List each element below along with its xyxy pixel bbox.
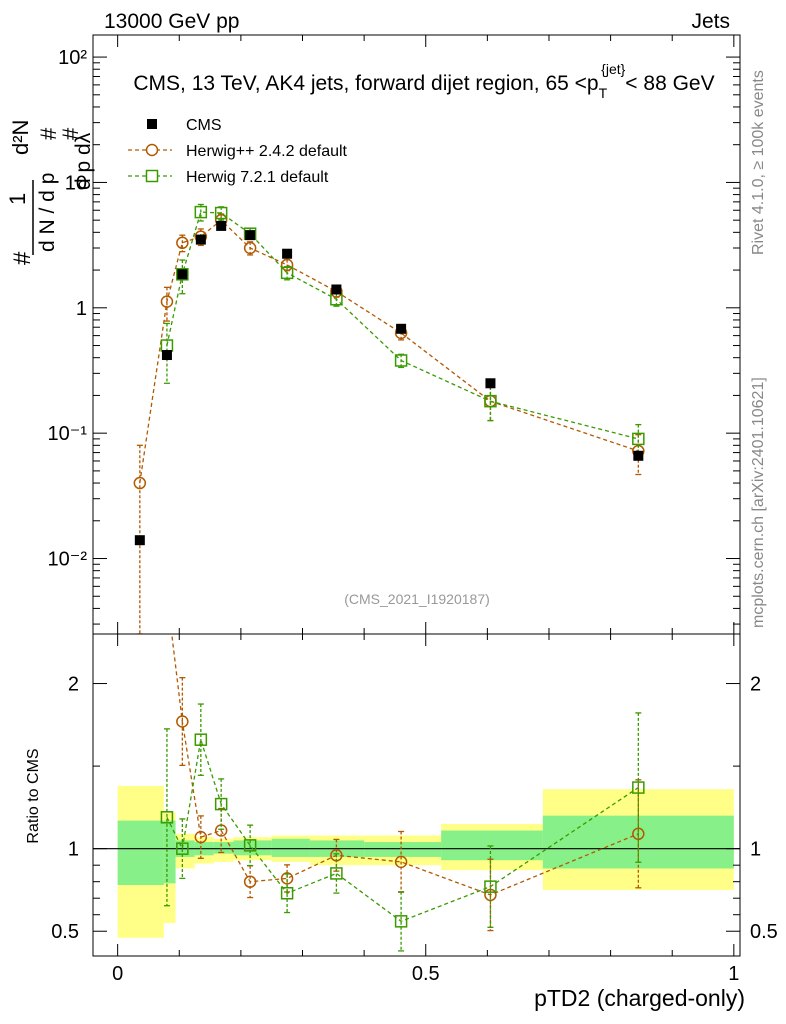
herwigpp-point (133, 476, 147, 490)
main-series-layer (133, 203, 645, 635)
y-axis-label-main: # 1 d N / d p d p dλ d²N # # (5, 120, 95, 265)
cms-point (134, 535, 145, 546)
y-tick-label: 10² (58, 47, 87, 69)
ylabel-den: d N / d p (36, 173, 59, 252)
herwig7-point (176, 842, 189, 855)
herwigpp-point (280, 258, 294, 272)
ylabel-ratio: Ratio to CMS (25, 748, 42, 843)
cms-point (633, 450, 644, 461)
legend: CMS Herwig++ 2.4.2 default Herwig 7.2.1 de… (128, 117, 348, 186)
main-panel: 10⁻² 10⁻¹ 1 10 10² CMS Herwig++ 2.4.2 default… (48, 34, 741, 635)
herwig7-point (484, 394, 497, 408)
y-tick-label-right: 2 (750, 674, 761, 696)
title-post: < 88 GeV (625, 72, 714, 95)
legend-entry: Herwig++ 2.4.2 default (186, 143, 348, 160)
band-inner (271, 838, 310, 857)
x-axis-label: pTD2 (charged-only) (534, 985, 745, 1011)
cms-point (282, 248, 293, 259)
herwig7-point (484, 880, 497, 893)
cms-point (331, 284, 342, 295)
x-tick-label: 0 (112, 963, 123, 985)
herwigpp-point (280, 872, 294, 885)
band-inner (364, 842, 442, 857)
cms-point (216, 220, 227, 231)
y-tick-label: 0.5 (51, 921, 79, 943)
legend-marker-herwig7 (145, 169, 159, 183)
ylabel-num: d p dλ (72, 132, 95, 190)
side-label-top: Rivet 4.1.0, ≥ 100k events (750, 70, 767, 255)
x-tick-label: 0.5 (412, 963, 440, 985)
herwigpp-point (243, 875, 257, 888)
ratio-panel: 0 0.5 1 0.5 0.5 1 1 2 2 (51, 633, 778, 985)
band-inner (117, 820, 164, 885)
herwigpp-point (394, 855, 408, 869)
ratio-frame (92, 633, 741, 957)
title-pre: CMS, 13 TeV, AK4 jets, forward dijet reg… (133, 72, 598, 95)
main-axes: 10⁻² 10⁻¹ 1 10 10² (48, 35, 740, 634)
herwig7-point (214, 797, 228, 811)
herwig7-point (160, 811, 174, 824)
series-line (166, 211, 639, 440)
ylabel-one: 1 (5, 193, 30, 205)
herwig7-point (394, 915, 408, 928)
cms-point (485, 378, 496, 389)
header-left: 13000 GeV pp (104, 10, 239, 33)
ylabel-hash2: # (36, 127, 61, 140)
y-tick-label-right: 0.5 (750, 921, 778, 943)
herwigpp-point (176, 236, 189, 250)
legend-entry: CMS (186, 117, 222, 134)
band-inner (163, 820, 176, 884)
y-tick-label: 1 (68, 839, 79, 861)
legend-entry: Herwig 7.2.1 default (186, 169, 329, 186)
ratio-series-layer (160, 634, 645, 952)
y-tick-label: 10⁻² (48, 549, 88, 571)
ylabel-d2n: d²N (8, 120, 33, 155)
ylabel-hash3: # (58, 127, 83, 140)
cms-point (177, 269, 188, 280)
y-tick-label: 10⁻¹ (48, 423, 88, 445)
herwigpp-point (243, 241, 257, 255)
title-sup: {jet} (601, 61, 625, 77)
side-label-bottom: mcplots.cern.ch [arXiv:2401.10621] (750, 377, 767, 628)
header-right: Jets (691, 10, 730, 33)
cms-point (245, 230, 256, 241)
series-line (166, 739, 639, 923)
cms-point (161, 350, 172, 361)
herwig7-point (194, 733, 208, 746)
cms-point (396, 323, 407, 334)
y-tick-label: 2 (68, 674, 79, 696)
ratio-axes: 0 0.5 1 0.5 0.5 1 1 2 2 (51, 634, 778, 985)
herwig7-point (280, 266, 294, 280)
band-inner (213, 842, 234, 854)
herwig7-point (243, 839, 257, 852)
y-tick-label-right: 1 (750, 839, 761, 861)
herwig7-point (394, 354, 408, 367)
watermark: (CMS_2021_I1920187) (344, 591, 490, 607)
herwig7-point (176, 268, 189, 281)
ylabel-hash: # (9, 251, 36, 265)
herwigpp-point (484, 888, 497, 902)
herwigpp-point (160, 295, 174, 308)
legend-marker-herwigpp (145, 143, 159, 157)
herwig7-point (632, 781, 645, 794)
herwig7-point (194, 205, 208, 219)
y-tick-label: 1 (76, 298, 87, 320)
herwig7-point (280, 887, 294, 900)
herwig7-point (330, 867, 343, 880)
herwig7-point (214, 206, 228, 220)
legend-marker-cms (147, 119, 157, 129)
herwigpp-point (194, 830, 208, 844)
cms-point (195, 234, 206, 245)
herwig7-point (632, 432, 645, 446)
y-tick-label: 10 (65, 172, 87, 194)
chart-title: CMS, 13 TeV, AK4 jets, forward dijet reg… (133, 61, 714, 101)
x-tick-label: 1 (728, 963, 739, 985)
herwigpp-point (176, 715, 189, 728)
title-sub: T (599, 85, 608, 101)
